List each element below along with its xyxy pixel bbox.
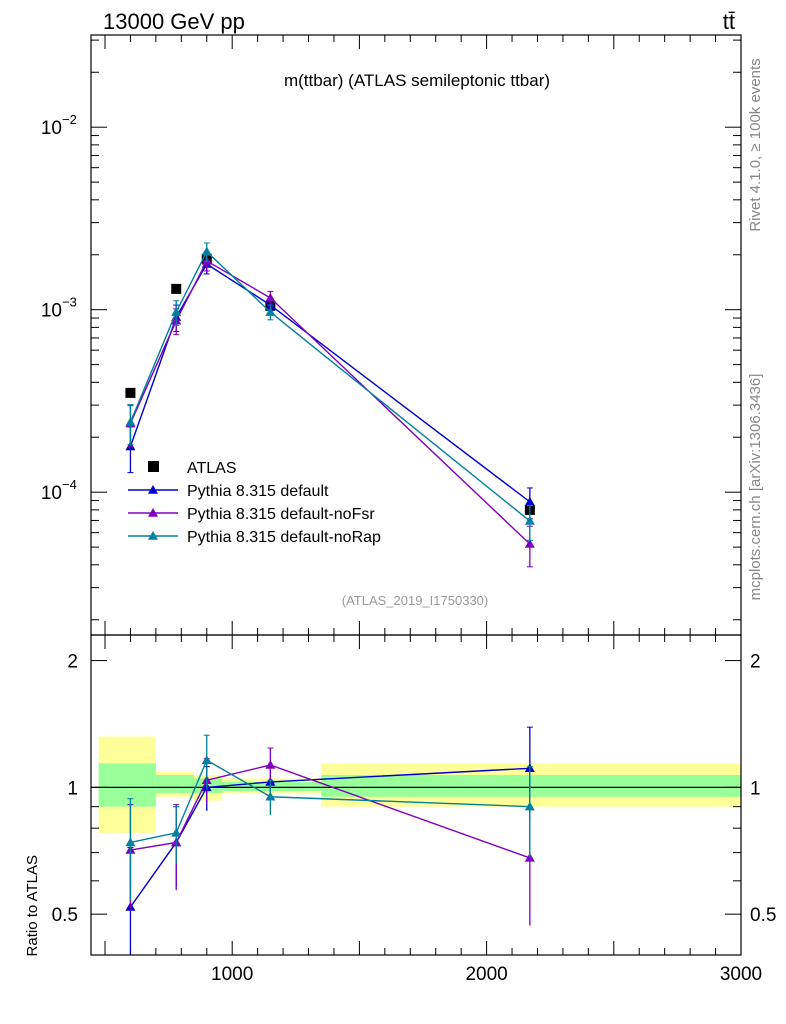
series-marker	[171, 307, 182, 316]
ratio-marker	[265, 760, 276, 769]
legend-marker	[148, 531, 158, 540]
y-tick-label-exp: −3	[62, 295, 77, 310]
band-inner	[155, 774, 195, 793]
header-right: tt̄	[723, 9, 735, 34]
analysis-tag: (ATLAS_2019_I1750330)	[342, 593, 488, 608]
ratio-y-tick-label-left: 1	[67, 778, 78, 799]
top-series	[125, 242, 535, 568]
ratio-y-tick-label-right: 2	[750, 652, 761, 673]
band-inner	[321, 774, 741, 797]
legend-atlas-label: ATLAS	[187, 460, 237, 477]
y-tick-label-base: 10	[41, 118, 62, 139]
atlas-data-point	[125, 387, 136, 398]
x-tick-label: 3000	[720, 964, 762, 985]
series-marker	[265, 292, 276, 302]
ratio-marker	[265, 791, 276, 801]
header-left: 13000 GeV pp	[103, 9, 245, 34]
ratio-y-tick-label-right: 1	[750, 778, 761, 799]
y-tick-label-base: 10	[41, 301, 62, 322]
series-marker	[265, 307, 276, 316]
x-tick-label: 1000	[211, 964, 253, 985]
ratio-axis-label: Ratio to ATLAS	[24, 855, 41, 956]
series-marker	[201, 246, 212, 256]
ratio-y-tick-label-left: 2	[67, 652, 78, 673]
legend-atlas-marker	[148, 461, 159, 472]
atlas-data-point	[171, 283, 182, 294]
y-tick-label-exp: −2	[62, 112, 77, 127]
ratio-marker	[201, 755, 212, 764]
rivet-version-label: Rivet 4.1.0, ≥ 100k events	[747, 58, 764, 231]
ratio-plot-frame	[90, 634, 742, 956]
x-tick-label: 2000	[465, 964, 507, 985]
mcplots-label: mcplots.cern.ch [arXiv:1306.3436]	[747, 374, 764, 601]
series-marker	[524, 539, 535, 548]
ratio-marker	[171, 827, 182, 837]
ratio-marker	[524, 801, 535, 811]
ratio-y-tick-label-right: 0.5	[750, 905, 776, 926]
chart-title: m(ttbar) (ATLAS semileptonic ttbar)	[284, 71, 550, 90]
series-line	[129, 259, 531, 545]
legend-label: Pythia 8.315 default-noFsr	[187, 506, 375, 523]
ratio-y-tick-label-left: 0.5	[52, 905, 78, 926]
series-marker	[125, 417, 136, 426]
ratio-axis-ticks: 1000 2000 3000 0.5 0.5 1 1 2 2	[52, 635, 776, 985]
band-inner	[222, 781, 322, 792]
legend-marker	[148, 485, 158, 494]
legend-label: Pythia 8.315 default	[187, 483, 329, 500]
series-marker	[524, 496, 535, 506]
legend: ATLAS Pythia 8.315 default Pythia 8.315 de…	[128, 460, 381, 546]
legend-label: Pythia 8.315 default-noRap	[187, 529, 381, 546]
ratio-marker	[125, 837, 136, 847]
band-inner	[98, 763, 156, 807]
top-axis-ticks: 10−410−310−2	[41, 35, 742, 635]
y-tick-label-exp: −4	[62, 477, 77, 492]
series-marker	[524, 516, 535, 525]
ratio-series	[125, 726, 535, 955]
y-tick-label-base: 10	[41, 483, 62, 504]
legend-marker	[148, 508, 158, 517]
